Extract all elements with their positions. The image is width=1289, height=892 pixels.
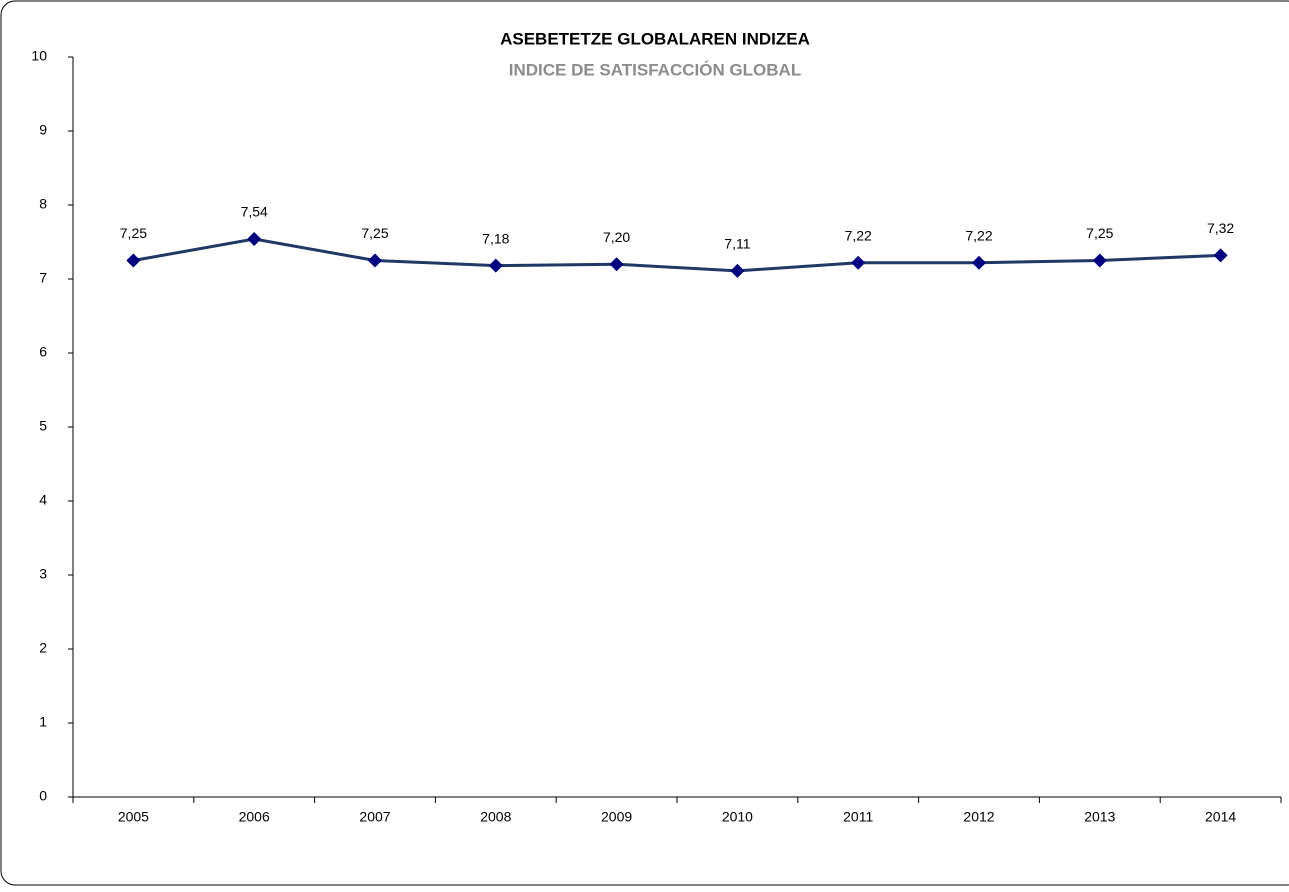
y-tick-label: 5: [39, 418, 47, 434]
x-tick-label: 2008: [480, 809, 511, 825]
data-point: [609, 257, 624, 272]
data-label: 7,25: [361, 225, 388, 241]
data-point: [488, 258, 503, 273]
data-label: 7,25: [120, 225, 147, 241]
x-tick-label: 2009: [601, 809, 632, 825]
x-tick-label: 2006: [239, 809, 270, 825]
data-label: 7,11: [724, 236, 750, 252]
data-point: [1213, 248, 1228, 263]
series-line: [133, 237, 1221, 273]
data-label: 7,20: [603, 229, 630, 245]
y-tick-label: 0: [39, 788, 47, 804]
y-tick-label: 3: [39, 566, 47, 582]
data-point: [972, 255, 986, 270]
data-point: [851, 255, 866, 270]
y-tick-label: 1: [39, 714, 47, 730]
data-label: 7,22: [845, 227, 872, 243]
data-label: 7,22: [965, 227, 992, 243]
data-label: 7,25: [1086, 225, 1113, 241]
x-tick-label: 2010: [722, 809, 753, 825]
data-label: 7,32: [1207, 220, 1234, 236]
data-label: 7,54: [241, 204, 268, 220]
y-tick-label: 6: [39, 344, 47, 360]
chart-subtitle: INDICE DE SATISFACCIÓN GLOBAL: [509, 60, 801, 79]
y-tick-label: 4: [39, 492, 47, 508]
y-tick-label: 2: [39, 640, 47, 656]
x-tick-label: 2007: [359, 809, 390, 825]
y-tick-label: 9: [39, 122, 47, 138]
y-tick-label: 7: [39, 270, 47, 286]
chart-title: ASEBETETZE GLOBALAREN INDIZEA: [500, 29, 810, 48]
data-label: 7,18: [482, 230, 509, 246]
x-tick-label: 2013: [1084, 809, 1115, 825]
data-point: [1092, 253, 1107, 268]
x-tick-label: 2012: [963, 809, 994, 825]
x-tick-label: 2005: [118, 809, 149, 825]
data-point: [368, 253, 382, 268]
x-tick-label: 2014: [1205, 809, 1236, 825]
data-point: [247, 232, 262, 247]
y-tick-label: 8: [39, 196, 47, 212]
y-tick-label: 10: [31, 48, 47, 64]
data-point: [126, 253, 141, 268]
x-tick-label: 2011: [843, 809, 873, 825]
data-point: [730, 263, 745, 278]
